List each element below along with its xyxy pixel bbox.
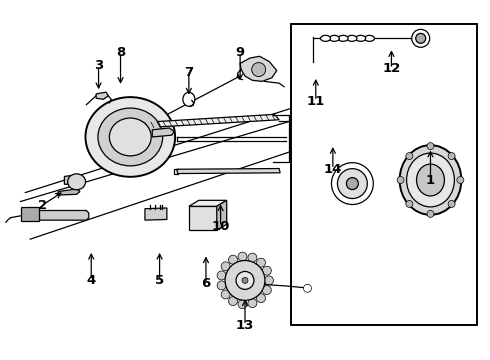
Ellipse shape (338, 168, 368, 198)
Ellipse shape (262, 266, 271, 275)
Text: 12: 12 (382, 62, 400, 75)
Ellipse shape (406, 201, 413, 207)
Ellipse shape (68, 174, 86, 190)
Ellipse shape (242, 278, 248, 283)
Ellipse shape (238, 300, 247, 309)
Ellipse shape (407, 153, 454, 207)
Polygon shape (189, 200, 227, 206)
Ellipse shape (406, 153, 413, 159)
Text: 5: 5 (155, 274, 164, 287)
Polygon shape (292, 24, 477, 325)
Ellipse shape (416, 164, 444, 196)
Bar (189, 206, 217, 230)
Ellipse shape (400, 145, 462, 215)
Ellipse shape (412, 30, 430, 47)
Text: 6: 6 (201, 278, 211, 291)
Polygon shape (140, 114, 279, 128)
Ellipse shape (303, 284, 312, 292)
Ellipse shape (331, 163, 373, 204)
Text: 1: 1 (426, 174, 435, 186)
Polygon shape (57, 189, 80, 195)
Ellipse shape (416, 33, 426, 43)
Ellipse shape (248, 299, 257, 308)
Ellipse shape (448, 153, 455, 159)
Polygon shape (64, 175, 84, 184)
Ellipse shape (252, 63, 266, 77)
Ellipse shape (320, 35, 331, 41)
Text: 2: 2 (38, 199, 47, 212)
Ellipse shape (85, 97, 175, 177)
Ellipse shape (221, 290, 230, 299)
Text: 11: 11 (307, 95, 325, 108)
Ellipse shape (228, 255, 238, 264)
Ellipse shape (228, 297, 238, 306)
Ellipse shape (236, 271, 254, 289)
Ellipse shape (427, 143, 434, 150)
Ellipse shape (221, 262, 230, 271)
Text: 10: 10 (211, 220, 230, 233)
Polygon shape (240, 56, 277, 81)
Ellipse shape (346, 177, 358, 190)
Ellipse shape (262, 285, 271, 294)
Text: 4: 4 (87, 274, 96, 287)
Ellipse shape (338, 35, 348, 41)
Bar (22, 207, 39, 221)
Text: 8: 8 (116, 46, 125, 59)
Polygon shape (217, 200, 227, 230)
Text: 13: 13 (236, 319, 254, 332)
Text: 9: 9 (236, 46, 245, 59)
Text: 7: 7 (184, 66, 194, 79)
Ellipse shape (265, 276, 273, 285)
Polygon shape (96, 92, 108, 99)
Ellipse shape (329, 35, 339, 41)
Ellipse shape (365, 35, 374, 41)
Polygon shape (23, 211, 89, 220)
Ellipse shape (238, 252, 247, 261)
Polygon shape (177, 168, 280, 174)
Ellipse shape (109, 118, 151, 156)
Ellipse shape (448, 201, 455, 207)
Ellipse shape (225, 261, 265, 300)
Ellipse shape (256, 258, 266, 267)
Ellipse shape (217, 271, 226, 280)
Polygon shape (145, 208, 167, 220)
Text: 14: 14 (324, 163, 342, 176)
Ellipse shape (397, 176, 404, 184)
Ellipse shape (183, 92, 195, 106)
Ellipse shape (457, 176, 464, 184)
Ellipse shape (356, 35, 366, 41)
Ellipse shape (427, 210, 434, 217)
Ellipse shape (248, 253, 257, 262)
Polygon shape (152, 128, 174, 137)
Ellipse shape (98, 108, 163, 166)
Text: 3: 3 (94, 59, 103, 72)
Ellipse shape (256, 294, 266, 303)
Ellipse shape (217, 281, 226, 290)
Ellipse shape (347, 35, 357, 41)
